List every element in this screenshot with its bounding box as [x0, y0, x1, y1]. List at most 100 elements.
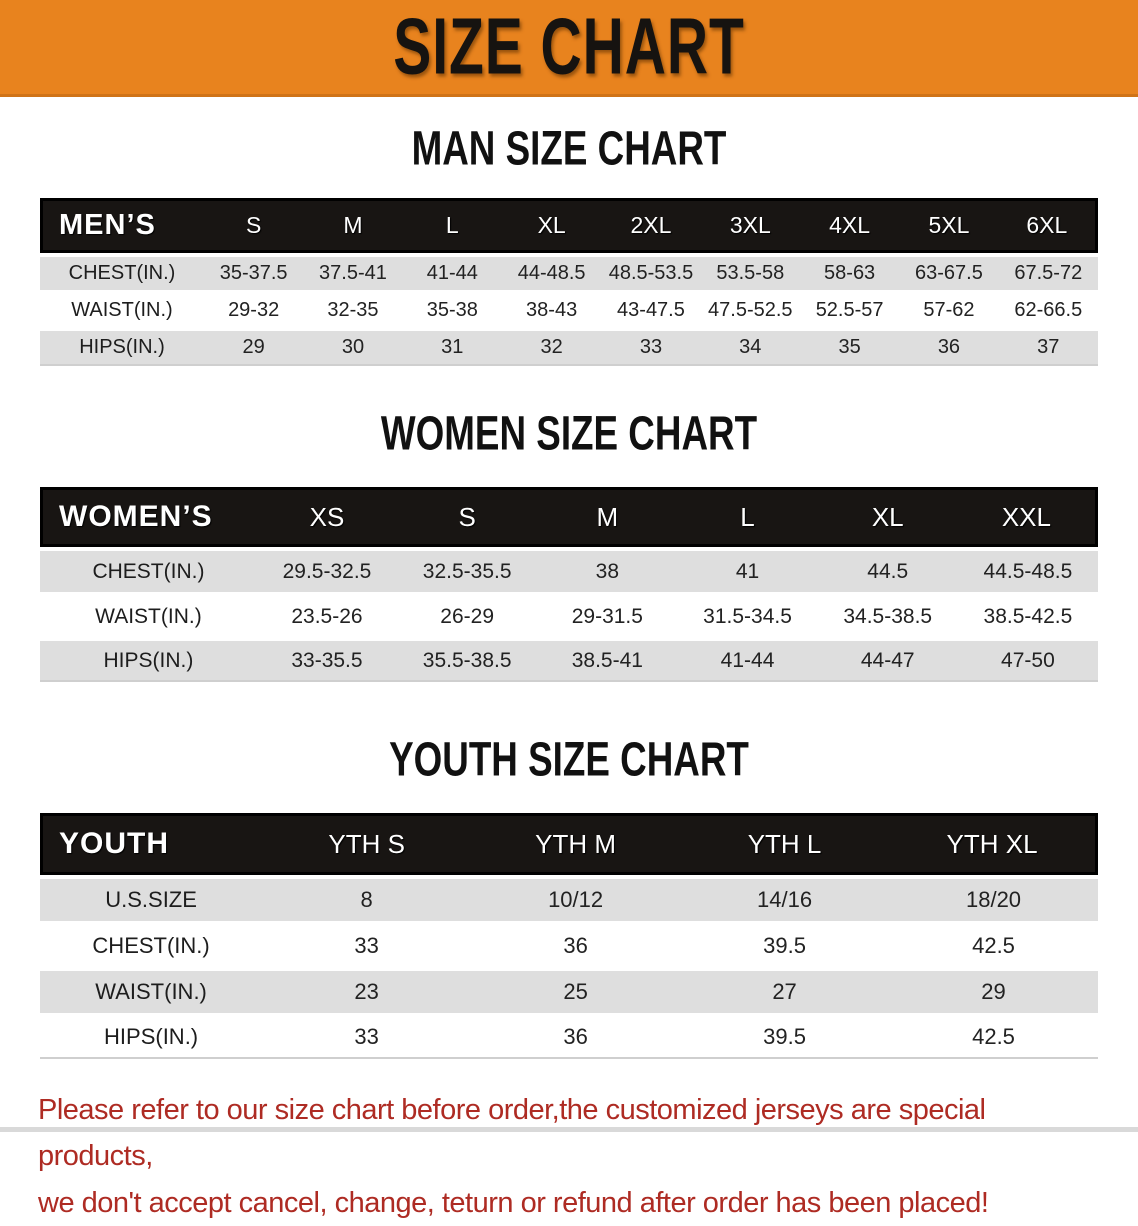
measurement-row: HIPS(IN.) 33 36 39.5 42.5: [40, 1013, 1098, 1059]
measurement-value-cell: 62-66.5: [998, 290, 1098, 327]
measurement-value-cell: 35.5-38.5: [397, 637, 538, 682]
size-column-header: XS: [256, 487, 398, 547]
mens-section-heading: MAN SIZE CHART: [411, 122, 727, 176]
size-column-header: XL: [817, 487, 958, 547]
measurement-value-cell: 52.5-57: [799, 290, 900, 327]
measurement-value-cell: 44-47: [817, 637, 958, 682]
size-column-header: YTH XL: [889, 813, 1098, 875]
youth-section-heading: YOUTH SIZE CHART: [389, 733, 749, 787]
size-column-header: S: [203, 198, 304, 253]
measurement-value-cell: 67.5-72: [998, 253, 1098, 290]
measurement-row: CHEST(IN.) 35-37.5 37.5-41 41-44 44-48.5 48.5…: [40, 253, 1098, 290]
measurement-value-cell: 33-35.5: [256, 637, 398, 682]
size-column-header: M: [537, 487, 678, 547]
table-group-label: YOUTH: [40, 813, 263, 875]
measurement-row-label: HIPS(IN.): [40, 1013, 263, 1059]
measurement-row-label: CHEST(IN.): [40, 253, 204, 290]
measurement-row: WAIST(IN.) 23 25 27 29: [40, 967, 1098, 1013]
measurement-row-label: HIPS(IN.): [40, 327, 204, 366]
measurement-value-cell: 23.5-26: [256, 592, 398, 637]
measurement-value-cell: 44.5: [817, 547, 958, 592]
measurement-row-label: WAIST(IN.): [40, 967, 263, 1013]
size-column-header: L: [677, 487, 818, 547]
measurement-value-cell: 29-31.5: [537, 592, 678, 637]
measurement-value-cell: 39.5: [680, 921, 890, 967]
youth-size-table: YOUTH YTH S YTH M YTH L YTH XL U.S.SIZE 8 10/12…: [40, 813, 1098, 1059]
measurement-value-cell: 47-50: [957, 637, 1098, 682]
table-header-row: WOMEN’S XS S M L XL XXL: [40, 487, 1098, 547]
measurement-value-cell: 35: [799, 327, 900, 366]
size-column-header: YTH M: [471, 813, 681, 875]
table-header-row: MEN’S S M L XL 2XL 3XL 4XL 5XL 6XL: [40, 198, 1098, 253]
measurement-row: HIPS(IN.) 29 30 31 32 33 34 35 36 37: [40, 327, 1098, 366]
size-column-header: YTH L: [680, 813, 890, 875]
measurement-value-cell: 47.5-52.5: [700, 290, 800, 327]
measurement-value-cell: 29: [889, 967, 1098, 1013]
measurement-value-cell: 43-47.5: [601, 290, 701, 327]
size-column-header: 4XL: [799, 198, 900, 253]
measurement-value-cell: 35-37.5: [203, 253, 304, 290]
measurement-value-cell: 14/16: [680, 875, 890, 921]
measurement-row: CHEST(IN.) 33 36 39.5 42.5: [40, 921, 1098, 967]
measurement-row-label: WAIST(IN.): [40, 290, 204, 327]
measurement-row: WAIST(IN.) 29-32 32-35 35-38 38-43 43-47.5 47.…: [40, 290, 1098, 327]
measurement-value-cell: 29: [203, 327, 304, 366]
measurement-value-cell: 34.5-38.5: [817, 592, 958, 637]
measurement-value-cell: 36: [471, 921, 681, 967]
measurement-value-cell: 39.5: [680, 1013, 890, 1059]
measurement-value-cell: 29.5-32.5: [256, 547, 398, 592]
womens-size-section: WOMEN SIZE CHART WOMEN’S XS S M L XL XXL CHEST(…: [0, 408, 1138, 682]
mens-size-section: MAN SIZE CHART MEN’S S M L XL 2XL 3XL 4XL 5XL 6XL…: [0, 123, 1138, 366]
measurement-value-cell: 41-44: [402, 253, 502, 290]
measurement-value-cell: 32.5-35.5: [397, 547, 538, 592]
table-group-label: WOMEN’S: [40, 487, 257, 547]
table-header-row: YOUTH YTH S YTH M YTH L YTH XL: [40, 813, 1098, 875]
measurement-value-cell: 37.5-41: [303, 253, 403, 290]
youth-size-section: YOUTH SIZE CHART YOUTH YTH S YTH M YTH L YTH…: [0, 734, 1138, 1059]
measurement-value-cell: 34: [700, 327, 800, 366]
measurement-value-cell: 8: [262, 875, 472, 921]
measurement-row: HIPS(IN.) 33-35.5 35.5-38.5 38.5-41 41-44 44-…: [40, 637, 1098, 682]
measurement-row: CHEST(IN.) 29.5-32.5 32.5-35.5 38 41 44.5 44.5…: [40, 547, 1098, 592]
disclaimer-line-1: Please refer to our size chart before or…: [38, 1094, 986, 1173]
size-column-header: XL: [501, 198, 602, 253]
measurement-value-cell: 41: [677, 547, 818, 592]
size-column-header: 6XL: [998, 198, 1098, 253]
measurement-value-cell: 37: [998, 327, 1098, 366]
measurement-row: WAIST(IN.) 23.5-26 26-29 29-31.5 31.5-34.5 34…: [40, 592, 1098, 637]
measurement-value-cell: 25: [471, 967, 681, 1013]
measurement-value-cell: 32-35: [303, 290, 403, 327]
measurement-value-cell: 29-32: [203, 290, 304, 327]
measurement-value-cell: 31.5-34.5: [677, 592, 818, 637]
measurement-value-cell: 53.5-58: [700, 253, 800, 290]
measurement-row-label: WAIST(IN.): [40, 592, 257, 637]
measurement-value-cell: 10/12: [471, 875, 681, 921]
measurement-value-cell: 33: [262, 1013, 472, 1059]
size-column-header: 5XL: [899, 198, 999, 253]
size-column-header: S: [397, 487, 538, 547]
page-title: SIZE CHART: [393, 2, 745, 92]
bottom-edge-strip: [0, 1127, 1138, 1132]
banner: SIZE CHART: [0, 0, 1138, 97]
measurement-value-cell: 48.5-53.5: [601, 253, 701, 290]
measurement-row: U.S.SIZE 8 10/12 14/16 18/20: [40, 875, 1098, 921]
measurement-value-cell: 33: [262, 921, 472, 967]
measurement-value-cell: 38.5-42.5: [957, 592, 1098, 637]
measurement-value-cell: 44.5-48.5: [957, 547, 1098, 592]
measurement-value-cell: 33: [601, 327, 701, 366]
measurement-value-cell: 38.5-41: [537, 637, 678, 682]
measurement-value-cell: 18/20: [889, 875, 1098, 921]
disclaimer-line-2: we don't accept cancel, change, teturn o…: [38, 1186, 989, 1219]
table-group-label: MEN’S: [40, 198, 204, 253]
measurement-value-cell: 63-67.5: [899, 253, 999, 290]
size-column-header: 3XL: [700, 198, 800, 253]
size-column-header: 2XL: [601, 198, 701, 253]
size-column-header: XXL: [957, 487, 1098, 547]
disclaimer-note: Please refer to our size chart before or…: [38, 1087, 1102, 1226]
womens-section-heading: WOMEN SIZE CHART: [380, 407, 758, 461]
measurement-value-cell: 41-44: [677, 637, 818, 682]
measurement-row-label: CHEST(IN.): [40, 921, 263, 967]
measurement-value-cell: 23: [262, 967, 472, 1013]
measurement-row-label: U.S.SIZE: [40, 875, 263, 921]
